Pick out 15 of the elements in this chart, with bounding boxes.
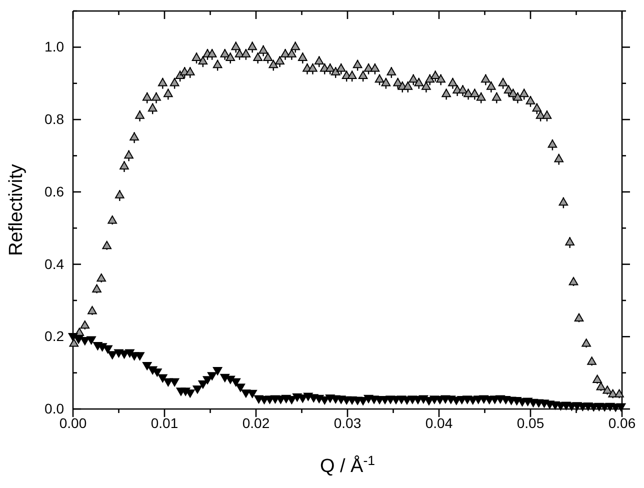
y-tick-label: 1.0 <box>44 38 64 55</box>
y-tick-label: 0.8 <box>44 111 64 128</box>
x-tick-label: 0.01 <box>150 414 178 431</box>
y-tick-label: 0.2 <box>44 328 64 344</box>
x-tick-label: 0.00 <box>59 414 87 431</box>
y-axis-title: Reflectivity <box>6 164 27 256</box>
y-tick-label: 0.0 <box>44 400 64 416</box>
x-axis-title: Q / Å$^{-1}$ <box>320 452 376 477</box>
x-tick-label: 0.06 <box>608 414 636 431</box>
y-tick-label: 0.4 <box>44 256 64 272</box>
x-tick-label: 0.03 <box>334 414 362 431</box>
x-tick-label: 0.05 <box>516 414 544 431</box>
y-tick-label: 0.6 <box>44 183 64 200</box>
x-tick-label: 0.02 <box>242 414 270 431</box>
x-tick-label: 0.04 <box>425 414 453 431</box>
